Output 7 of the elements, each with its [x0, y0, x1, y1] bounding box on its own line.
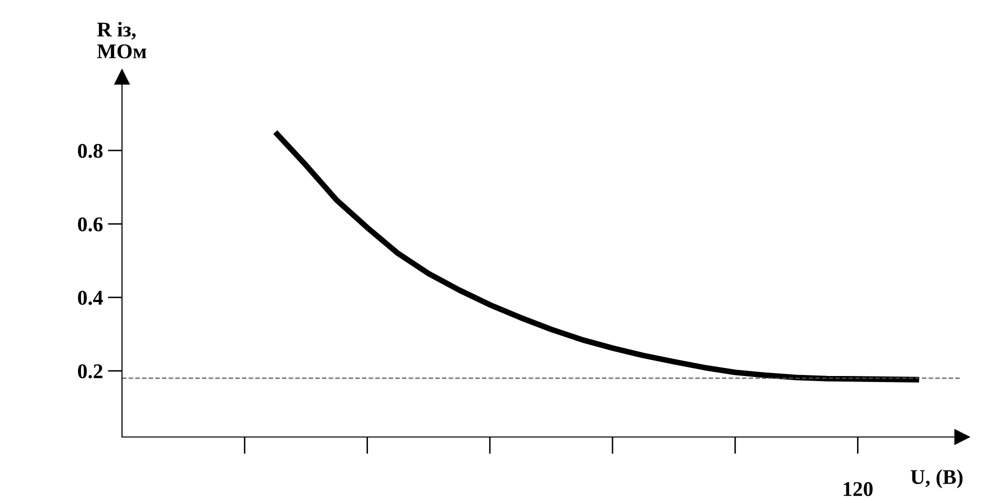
y-tick-label: 0.4: [78, 290, 103, 305]
y-tick-label: 0.2: [78, 364, 102, 378]
x-axis-title: U, (B): [910, 469, 962, 488]
x-tick-label: 120: [844, 482, 873, 496]
y-tick-label: 0.6: [78, 217, 103, 232]
y-axis-title: R із, МОм: [97, 22, 146, 58]
y-tick-label: 0.8: [78, 144, 103, 158]
